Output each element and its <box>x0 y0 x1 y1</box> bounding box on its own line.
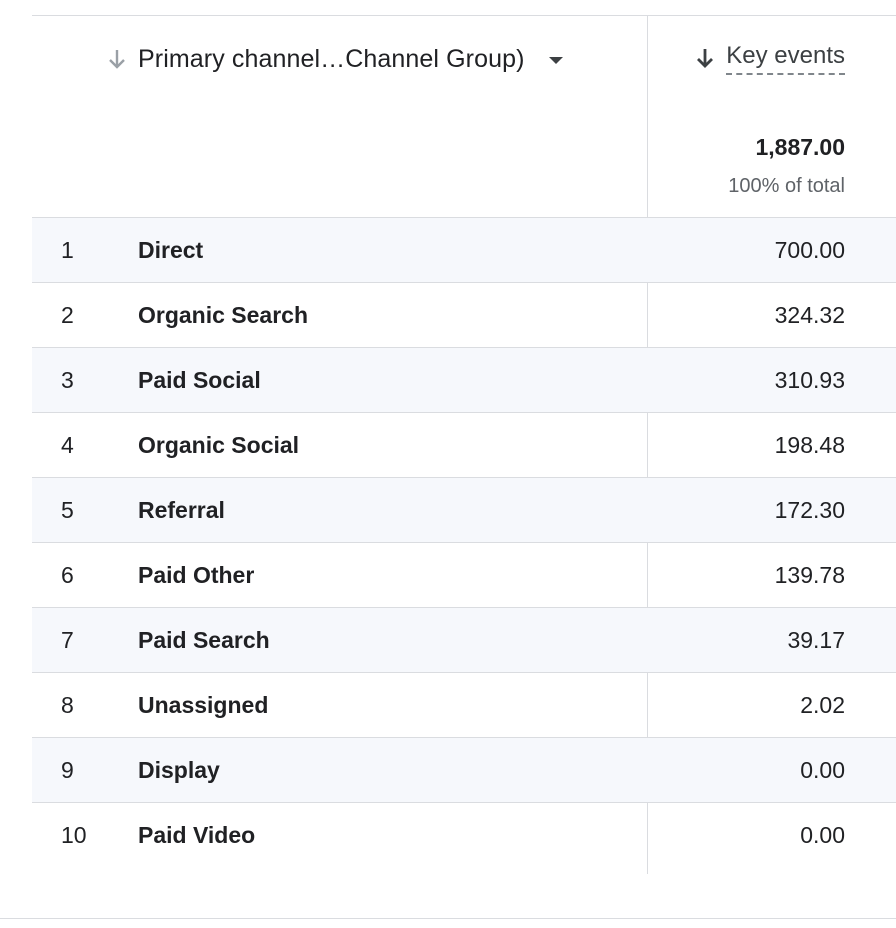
table-row[interactable]: 8 Unassigned 2.02 <box>32 672 896 737</box>
table-row[interactable]: 4 Organic Social 198.48 <box>32 412 896 477</box>
metric-label[interactable]: Key events <box>726 42 845 75</box>
row-index: 10 <box>61 822 87 848</box>
key-events-value: 0.00 <box>800 757 845 783</box>
table-row[interactable]: 7 Paid Search 39.17 <box>32 607 896 672</box>
channel-name: Unassigned <box>138 692 269 718</box>
key-events-value: 0.00 <box>800 822 845 848</box>
row-index: 1 <box>61 237 74 263</box>
top-divider <box>32 15 896 16</box>
bottom-divider <box>0 918 896 919</box>
metric-column-header[interactable]: Key events <box>694 38 845 78</box>
table-row[interactable]: 5 Referral 172.30 <box>32 477 896 542</box>
key-events-value: 198.48 <box>774 432 845 458</box>
channel-name: Organic Social <box>138 432 300 458</box>
row-index: 2 <box>61 302 74 328</box>
dimension-column-header[interactable]: Primary channel…Channel Group) <box>106 40 563 78</box>
dimension-label[interactable]: Primary channel…Channel Group) <box>138 44 525 73</box>
total-value: 1,887.00 <box>755 134 845 160</box>
key-events-value: 172.30 <box>774 497 845 523</box>
total-percent: 100% of total <box>728 175 845 197</box>
row-index: 9 <box>61 757 74 783</box>
channel-name: Referral <box>138 497 225 523</box>
table-row[interactable]: 9 Display 0.00 <box>32 737 896 802</box>
channel-name: Paid Social <box>138 367 261 393</box>
row-index: 4 <box>61 432 74 458</box>
row-index: 3 <box>61 367 74 393</box>
table-row[interactable]: 2 Organic Search 324.32 <box>32 282 896 347</box>
table-row[interactable]: 3 Paid Social 310.93 <box>32 347 896 412</box>
arrow-down-icon[interactable] <box>694 46 716 70</box>
key-events-value: 310.93 <box>774 367 845 393</box>
key-events-value: 700.00 <box>774 237 845 263</box>
key-events-value: 2.02 <box>800 692 845 718</box>
table-row[interactable]: 10 Paid Video 0.00 <box>32 802 896 867</box>
row-index: 7 <box>61 627 74 653</box>
key-events-value: 139.78 <box>774 562 845 588</box>
caret-down-icon[interactable] <box>548 57 563 64</box>
table-row[interactable]: 1 Direct 700.00 <box>32 217 896 282</box>
channel-name: Paid Search <box>138 627 270 653</box>
arrow-down-icon[interactable] <box>106 47 128 71</box>
column-divider <box>647 16 648 874</box>
key-events-value: 39.17 <box>787 627 845 653</box>
channel-name: Display <box>138 757 220 783</box>
channel-name: Direct <box>138 237 204 263</box>
table-row[interactable]: 6 Paid Other 139.78 <box>32 542 896 607</box>
table-body: 1 Direct 700.00 2 Organic Search 324.32 … <box>32 217 896 867</box>
row-index: 8 <box>61 692 74 718</box>
channel-name: Paid Other <box>138 562 255 588</box>
row-index: 6 <box>61 562 74 588</box>
key-events-value: 324.32 <box>774 302 845 328</box>
channel-name: Organic Search <box>138 302 309 328</box>
channel-name: Paid Video <box>138 822 256 848</box>
row-index: 5 <box>61 497 74 523</box>
